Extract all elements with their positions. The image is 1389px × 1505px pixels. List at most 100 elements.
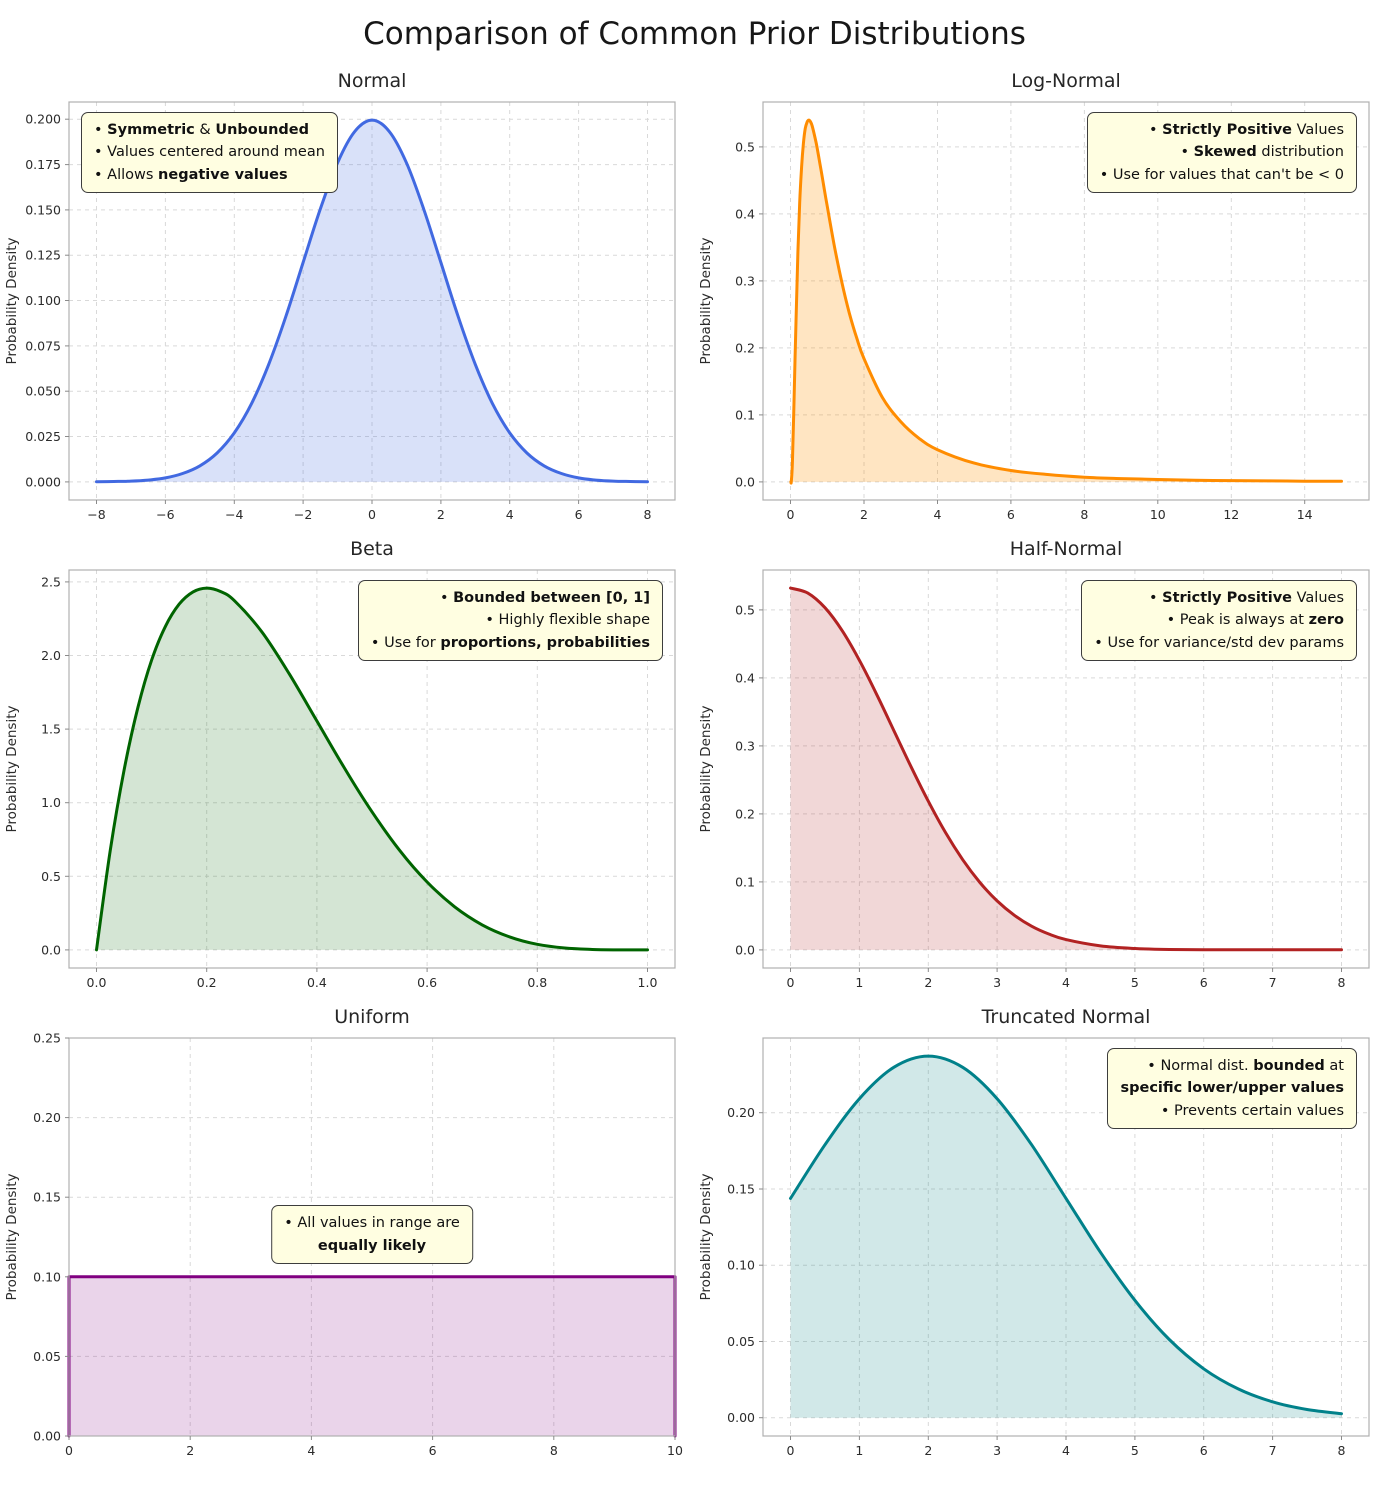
subplot-half-normal: Half-Normal 0 1 2 3 4 5 6 7 8 0.0 0.1 0.2 0.3 0.4 0.5 P… [694, 538, 1388, 1002]
y-tick-label: 2.0 [41, 648, 61, 663]
y-tick-label: 0.00 [727, 1410, 755, 1425]
x-tick-label: 1.0 [638, 975, 658, 990]
x-tick-label: −4 [225, 507, 243, 522]
x-tick-label: 2 [437, 507, 445, 522]
x-tick-label: 2 [924, 1443, 932, 1458]
y-axis-label: Probability Density [4, 238, 20, 365]
x-tick-label: 2 [924, 975, 932, 990]
figure: Comparison of Common Prior Distributions… [0, 16, 1388, 1470]
annotation-text-segment: Unbounded [215, 122, 309, 138]
area-fill [790, 588, 1342, 950]
density-curve [789, 118, 1343, 485]
y-tick-label: 0.05 [727, 1334, 755, 1349]
x-tick-label: 4 [1062, 975, 1070, 990]
annotation-line: • Bounded between [0, 1] [371, 587, 650, 609]
annotation-text-segment: • Normal dist. [1147, 1058, 1254, 1074]
y-tick-label: 0.125 [25, 248, 61, 263]
figure-title: Comparison of Common Prior Distributions [363, 16, 1026, 52]
annotation-text-segment: Strictly Positive [1162, 590, 1293, 606]
subplot-title: Half-Normal [1009, 538, 1123, 560]
chart-canvas: 0 1 2 3 4 5 6 7 8 0.0 0.1 0.2 0.3 0.4 0.5 Probability D… [698, 569, 1370, 990]
y-tick-label: 0.200 [25, 112, 61, 127]
annotation-text-segment: Values [1292, 122, 1344, 138]
subplot-log-normal: Log-Normal 0 2 4 6 8 10 12 14 0.0 0.1 0.2 0.3 0.4 0.5… [694, 70, 1388, 534]
y-tick-label: 0.075 [25, 338, 61, 353]
annotation-text-segment: • [1180, 144, 1194, 161]
annotation-text-segment: Skewed [1193, 144, 1257, 161]
annotation-line: • Prevents certain values [1120, 1100, 1344, 1122]
annotation-line: specific lower/upper values [1120, 1077, 1344, 1099]
annotation-text-segment: zero [1308, 612, 1344, 629]
annotation-text-segment: & [194, 122, 216, 138]
annotation-box: • All values in range are equally likely [271, 1205, 473, 1265]
plot-area: 0.0 0.2 0.4 0.6 0.8 1.0 0.0 0.5 1.0 1.5 2.0 2.5 Prob… [3, 562, 691, 1002]
subplot-uniform: Uniform 0 2 4 6 8 10 0.00 0.05 0.10 0.15 0.20 0.25 P… [0, 1006, 694, 1470]
annotation-text-segment: Strictly Positive [1162, 122, 1293, 138]
x-tick-label: 6 [1007, 507, 1015, 522]
y-tick-label: 2.5 [41, 574, 61, 589]
y-tick-label: 0.20 [33, 1110, 61, 1125]
annotation-text-segment: at [1324, 1058, 1344, 1074]
annotation-box: • Symmetric & Unbounded • Values centered… [81, 112, 338, 194]
subplot-title: Normal [337, 70, 407, 92]
subplot-title: Truncated Normal [981, 1006, 1151, 1028]
chart-canvas: 0 2 4 6 8 10 12 14 0.0 0.1 0.2 0.3 0.4 0.5 Probability… [698, 101, 1370, 522]
x-tick-label: 0.4 [307, 975, 327, 990]
annotation-box: • Normal dist. bounded at specific lower/… [1107, 1048, 1357, 1130]
y-tick-label: 0.4 [735, 206, 755, 221]
subplot-title: Log-Normal [1011, 70, 1121, 92]
x-tick-label: 3 [993, 1443, 1001, 1458]
x-tick-label: 2 [860, 507, 868, 522]
y-tick-label: 0.0 [735, 942, 755, 957]
y-axis-label: Probability Density [4, 706, 20, 833]
density-curve [789, 586, 1343, 952]
x-tick-label: 8 [1338, 1443, 1346, 1458]
y-tick-label: 0.1 [735, 407, 755, 422]
x-tick-label: 0.6 [417, 975, 437, 990]
annotation-text-segment: • Highly flexible shape [485, 612, 650, 629]
y-axis-label: Probability Density [698, 706, 714, 833]
y-tick-label: 0.1 [735, 874, 755, 889]
area-fill [96, 120, 648, 482]
x-tick-label: −6 [156, 507, 174, 522]
y-tick-label: 0.15 [33, 1190, 61, 1205]
y-tick-label: 0.0 [41, 942, 61, 957]
y-tick-label: 0.10 [727, 1258, 755, 1273]
y-axis-label: Probability Density [698, 238, 714, 365]
annotation-box: • Strictly Positive Values • Peak is alwa… [1081, 580, 1357, 662]
annotation-text-segment: Values [1292, 590, 1344, 606]
y-tick-label: 0.5 [735, 139, 755, 154]
y-tick-label: 0.5 [735, 602, 755, 617]
annotation-text-segment: proportions, probabilities [440, 634, 650, 651]
x-tick-label: 4 [934, 507, 942, 522]
annotation-text-segment: specific lower/upper values [1120, 1080, 1344, 1097]
y-tick-label: 0.150 [25, 202, 61, 217]
x-tick-label: 3 [993, 975, 1001, 990]
y-tick-label: 0.2 [735, 340, 755, 355]
annotation-text-segment: • Peak is always at [1166, 612, 1309, 629]
annotation-text-segment: • Allows [94, 166, 159, 183]
annotation-text-segment: • All values in range are [284, 1215, 460, 1232]
plot-area: 0 2 4 6 8 10 12 14 0.0 0.1 0.2 0.3 0.4 0.5 Probability… [697, 94, 1385, 534]
annotation-box: • Bounded between [0, 1] • Highly flexibl… [357, 580, 663, 662]
plot-area: 0 2 4 6 8 10 0.00 0.05 0.10 0.15 0.20 0.25 Probabili… [3, 1030, 691, 1470]
y-axis-label: Probability Density [4, 1174, 20, 1301]
chart-canvas: 0 2 4 6 8 10 0.00 0.05 0.10 0.15 0.20 0.25 Probabili… [4, 1031, 683, 1459]
annotation-line: • Use for proportions, probabilities [371, 632, 650, 654]
subplot-beta: Beta 0.0 0.2 0.4 0.6 0.8 1.0 0.0 0.5 1.0 1.5 2.0 2.… [0, 538, 694, 1002]
x-tick-label: 7 [1269, 975, 1277, 990]
annotation-line: • Normal dist. bounded at [1120, 1055, 1344, 1077]
subplot-title: Beta [350, 538, 394, 560]
annotation-text-segment: • Use for values that can't be < 0 [1099, 166, 1344, 183]
area-fill [790, 120, 1342, 484]
x-tick-label: 1 [855, 975, 863, 990]
plot-area: −8 −6 −4 −2 0 2 4 6 8 0.000 0.025 0.050 0.075 0.100 0.… [3, 94, 691, 534]
x-tick-label: −8 [87, 507, 105, 522]
y-tick-label: 0.0 [735, 474, 755, 489]
annotation-line: • Skewed distribution [1100, 141, 1344, 163]
y-axis-label: Probability Density [698, 1174, 714, 1301]
annotation-text-segment: • Use for [370, 634, 441, 651]
x-tick-label: 0.8 [527, 975, 547, 990]
y-tick-label: 0.5 [41, 869, 61, 884]
x-tick-label: 0 [787, 975, 795, 990]
